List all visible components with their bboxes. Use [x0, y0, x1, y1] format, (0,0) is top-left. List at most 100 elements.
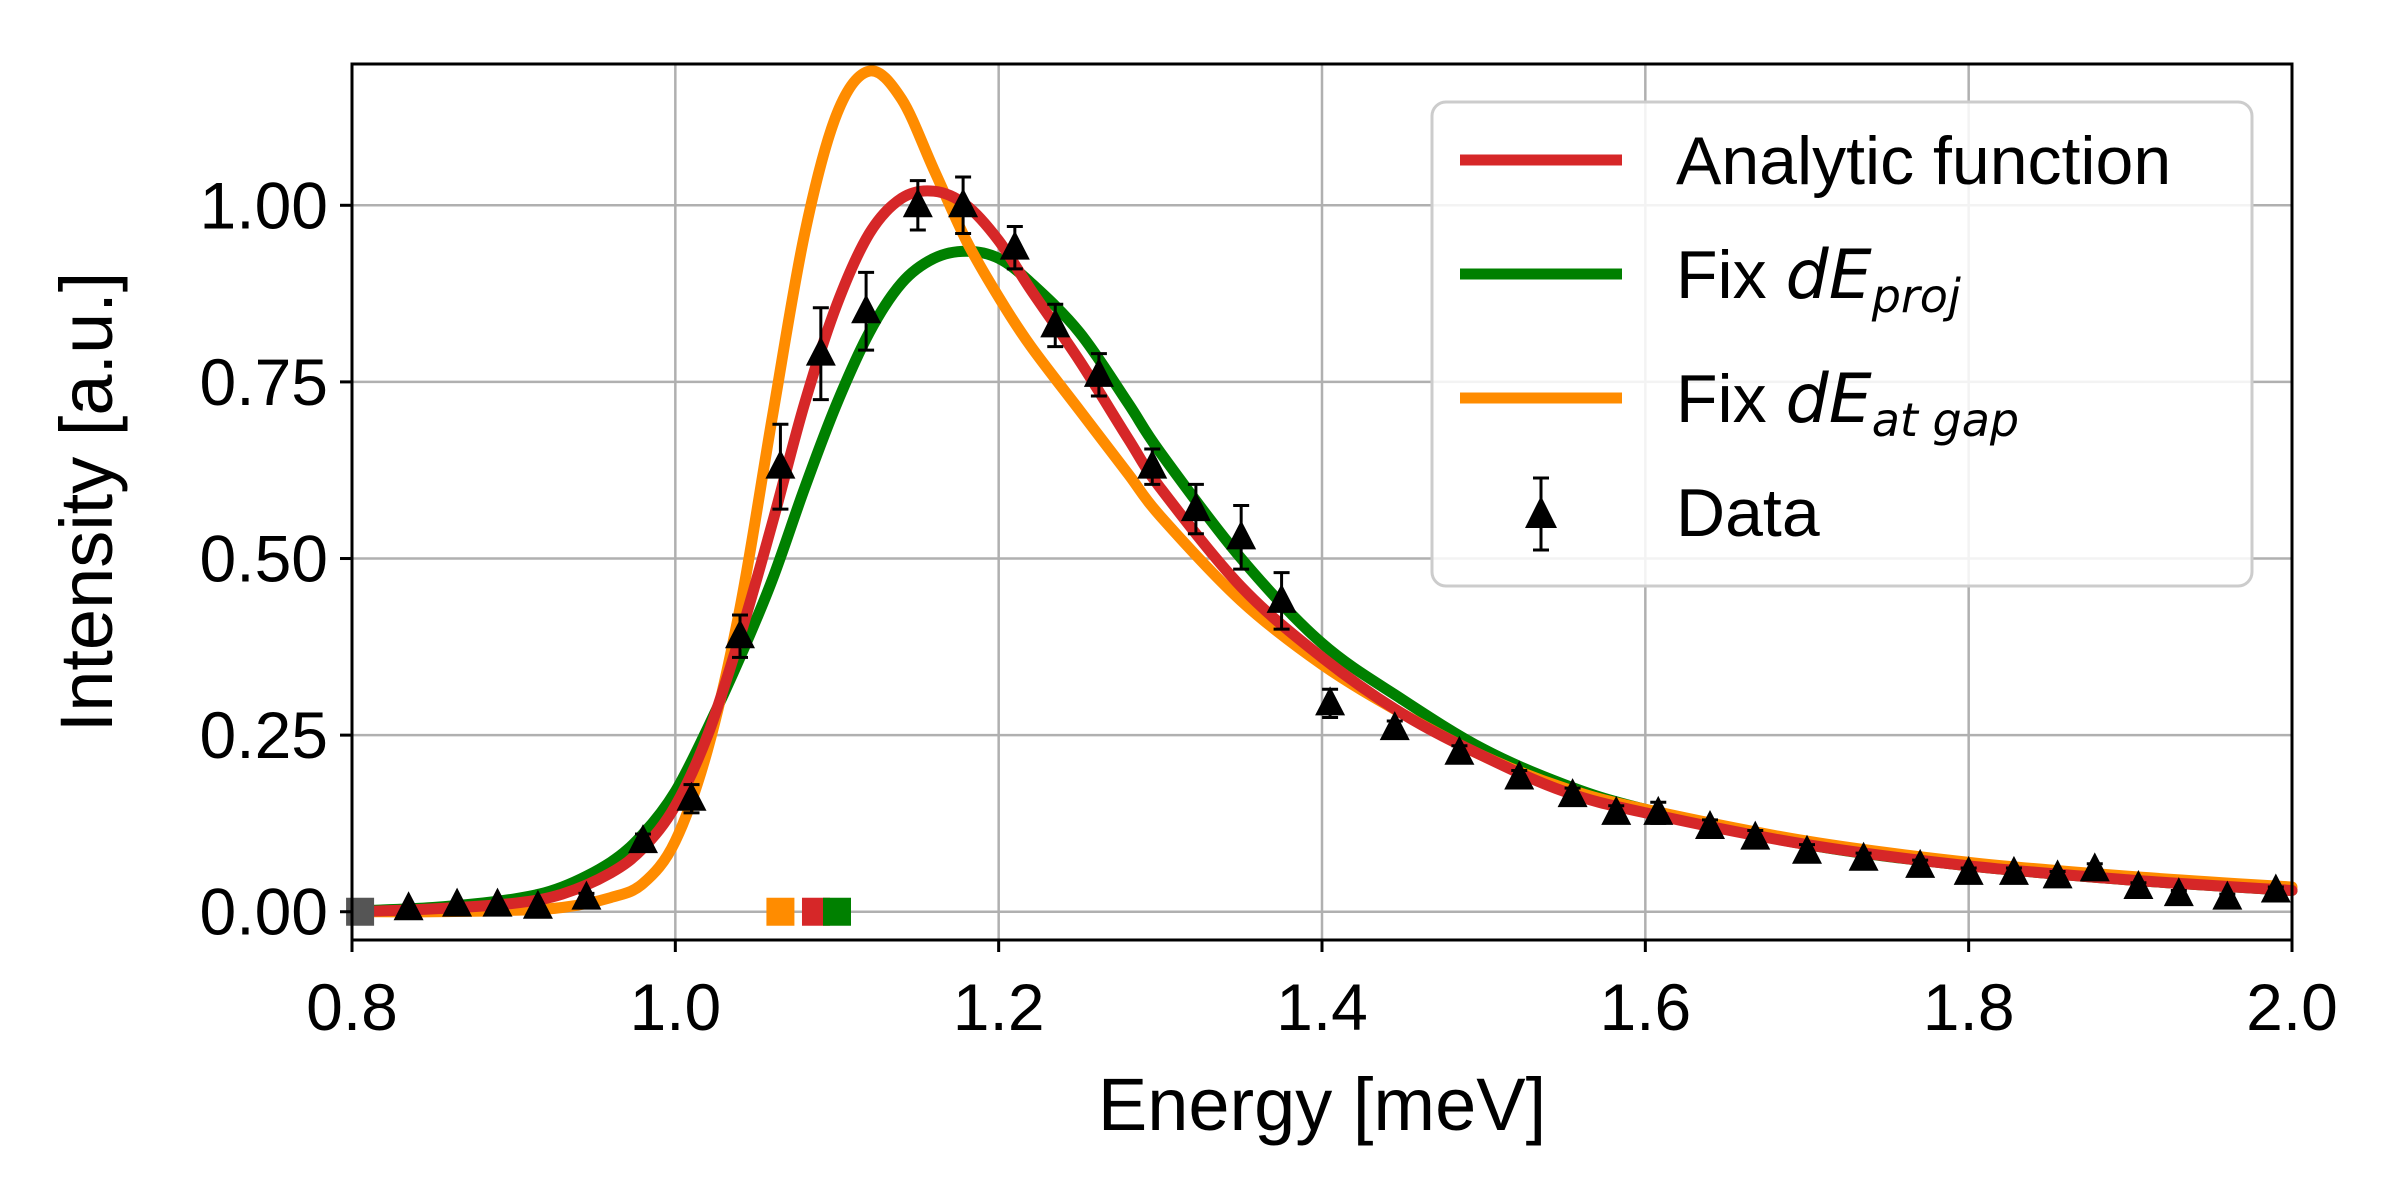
legend-data-label: Data — [1676, 475, 1820, 551]
data-marker — [1601, 795, 1632, 825]
data-point — [1601, 795, 1632, 825]
data-point — [1740, 820, 1771, 850]
data-point — [805, 306, 836, 402]
legend-fix-gap-prefix: Fix — [1676, 361, 1786, 437]
data-point — [393, 891, 424, 921]
data-marker — [571, 880, 602, 910]
data-point — [725, 613, 755, 659]
data-marker — [1792, 834, 1822, 864]
data-point — [1695, 809, 1725, 839]
data-point — [2123, 870, 2154, 900]
data-point — [1998, 855, 2029, 885]
data-point — [2212, 880, 2243, 910]
data-point — [1557, 778, 1588, 808]
data-point — [628, 824, 658, 854]
data-marker — [948, 188, 979, 218]
data-point — [1040, 302, 1071, 349]
data-point — [2260, 873, 2291, 903]
baseline-marker — [766, 897, 795, 926]
data-point — [571, 880, 602, 910]
data-point — [482, 887, 513, 917]
data-point — [902, 179, 933, 232]
data-marker — [765, 449, 796, 479]
legend-box — [1430, 100, 2254, 588]
data-point — [1643, 795, 1674, 825]
data-point — [851, 270, 882, 352]
data-marker — [1643, 795, 1674, 825]
data-marker — [1379, 711, 1410, 741]
data-point — [1444, 735, 1475, 765]
data-point — [1504, 760, 1535, 790]
data-marker — [2260, 873, 2291, 903]
data-marker — [1557, 778, 1588, 808]
x-tick-label: 2.0 — [2246, 970, 2338, 1044]
data-point — [765, 422, 796, 511]
data-marker — [725, 619, 755, 649]
x-tick-label: 1.0 — [629, 970, 721, 1044]
data-point — [2042, 859, 2073, 889]
analytic-function-line — [346, 185, 2298, 918]
data-point — [1266, 571, 1297, 631]
data-marker — [1953, 855, 1984, 885]
data-marker — [482, 887, 513, 917]
data-marker — [2163, 877, 2194, 907]
data-marker — [1315, 686, 1346, 716]
data-point — [1953, 855, 1984, 885]
legend: Analytic function Fix dEproj Fix dEat ga… — [1430, 100, 2254, 588]
data-marker — [1180, 492, 1211, 522]
y-tick-label: 0.50 — [200, 522, 328, 596]
data-marker — [2212, 880, 2243, 910]
data-marker — [902, 188, 933, 218]
data-marker — [2079, 852, 2110, 882]
data-marker — [1998, 855, 2029, 885]
legend-fix-proj-label: Fix dEproj — [1676, 236, 1961, 323]
legend-fix-proj-sub: proj — [1871, 269, 1961, 323]
data-point — [1905, 848, 1936, 878]
x-tick-label: 1.8 — [1923, 970, 2015, 1044]
data-points — [393, 175, 2291, 921]
data-marker — [2123, 870, 2154, 900]
legend-fix-gap-label: Fix dEat gap — [1676, 360, 2019, 447]
data-point — [442, 887, 473, 917]
data-marker — [393, 891, 424, 921]
data-point — [676, 781, 707, 815]
baseline-markers — [346, 897, 851, 926]
data-marker — [1740, 820, 1771, 850]
data-marker — [1040, 308, 1071, 338]
x-tick-label: 0.8 — [306, 970, 398, 1044]
legend-fix-proj-main: dE — [1786, 236, 1872, 315]
legend-fix-gap-main: dE — [1786, 360, 1872, 439]
y-tick-label: 0.25 — [200, 698, 328, 772]
data-point — [1226, 504, 1257, 571]
data-point — [522, 889, 553, 919]
data-point — [999, 224, 1030, 271]
data-marker — [2042, 859, 2073, 889]
data-marker — [1444, 735, 1475, 765]
data-marker — [676, 781, 707, 811]
legend-data-marker — [1525, 476, 1557, 552]
data-point — [1315, 686, 1346, 719]
data-marker — [442, 887, 473, 917]
legend-fix-proj-prefix: Fix — [1676, 237, 1786, 313]
data-marker — [1226, 520, 1257, 550]
data-marker — [1695, 809, 1725, 839]
y-tick-label: 0.00 — [200, 875, 328, 949]
x-tick-label: 1.4 — [1276, 970, 1368, 1044]
data-point — [1848, 841, 1879, 871]
data-marker — [1905, 848, 1936, 878]
data-point — [1083, 352, 1114, 398]
y-axis-label: Intensity [a.u.] — [45, 272, 128, 733]
data-marker — [999, 230, 1030, 260]
data-marker — [522, 889, 553, 919]
data-marker — [1504, 760, 1535, 790]
data-marker — [1266, 583, 1297, 613]
y-tick-label: 0.75 — [200, 345, 328, 419]
legend-analytic-label: Analytic function — [1676, 123, 2171, 199]
data-point — [1792, 834, 1822, 864]
legend-fix-gap-sub: at gap — [1872, 393, 2019, 447]
data-point — [1379, 711, 1410, 741]
data-point — [1137, 447, 1168, 486]
data-marker — [628, 824, 658, 854]
data-marker — [805, 336, 836, 366]
